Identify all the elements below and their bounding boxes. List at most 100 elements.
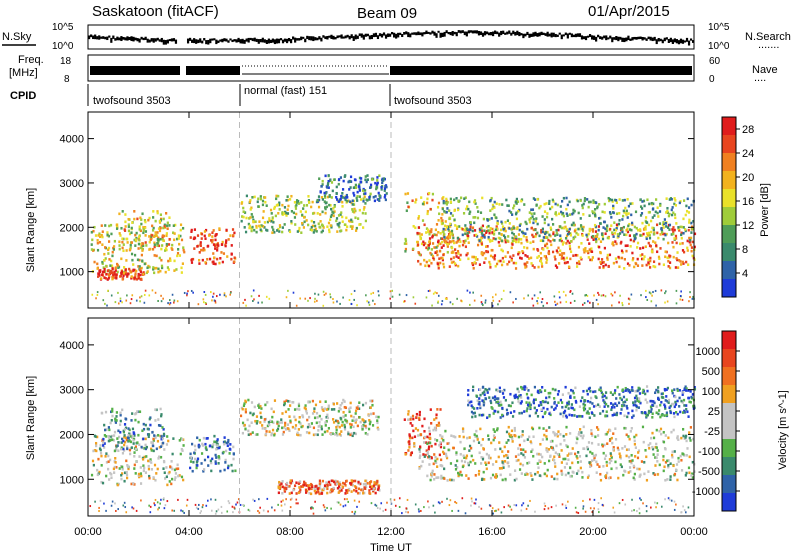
- scatter-cell: [651, 403, 654, 407]
- scatter-cell: [423, 258, 426, 262]
- scatter-cell: [493, 256, 496, 259]
- scatter-cell: [504, 240, 507, 244]
- scatter-cell: [569, 475, 572, 478]
- scatter-cell: [572, 211, 575, 215]
- scatter-cell: [587, 387, 591, 391]
- scatter-cell: [424, 264, 427, 268]
- scatter-cell: [358, 176, 362, 180]
- scatter-cell: [687, 389, 690, 392]
- scatter-cell: [566, 403, 569, 407]
- scatter-cell: [218, 446, 221, 450]
- scatter-cell: [594, 225, 598, 228]
- scatter-cell: [264, 196, 267, 199]
- scatter-cell: [289, 419, 292, 423]
- scatter-cell: [623, 414, 626, 418]
- scatter-cell: [391, 289, 394, 292]
- scatter-cell: [497, 240, 500, 244]
- scatter-cell: [680, 236, 683, 240]
- scatter-cell: [546, 236, 549, 239]
- scatter-cell: [372, 195, 375, 199]
- scatter-cell: [538, 474, 541, 477]
- scatter-cell: [476, 436, 479, 440]
- scatter-cell: [660, 400, 663, 404]
- scatter-cell: [109, 471, 112, 475]
- scatter-cell: [361, 425, 364, 428]
- noise-sample: [435, 33, 438, 38]
- scatter-cell: [644, 228, 647, 231]
- scatter-cell: [241, 215, 244, 218]
- scatter-cell: [641, 253, 644, 256]
- scatter-cell: [591, 211, 595, 215]
- scatter-cell: [435, 424, 439, 427]
- scatter-cell: [213, 434, 216, 438]
- scatter-cell: [285, 481, 289, 485]
- scatter-cell: [515, 197, 518, 201]
- scatter-cell: [610, 454, 613, 457]
- scatter-cell: [588, 461, 591, 464]
- scatter-cell: [486, 250, 489, 254]
- scatter-cell: [124, 220, 127, 224]
- scatter-cell: [285, 199, 288, 202]
- scatter-cell: [423, 429, 426, 433]
- scatter-cell: [568, 227, 571, 231]
- scatter-cell: [412, 429, 415, 433]
- noise-sample: [166, 39, 169, 44]
- noise-sample: [514, 31, 517, 36]
- scatter-cell: [335, 482, 338, 486]
- scatter-cell: [269, 419, 272, 423]
- scatter-cell: [376, 480, 379, 483]
- scatter-cell: [597, 291, 599, 294]
- scatter-cell: [134, 274, 137, 277]
- scatter-cell: [560, 401, 564, 404]
- scatter-cell: [621, 218, 624, 221]
- scatter-cell: [454, 435, 457, 439]
- scatter-cell: [328, 194, 331, 197]
- scatter-cell: [590, 441, 594, 445]
- scatter-cell: [356, 424, 359, 428]
- scatter-cell: [643, 255, 646, 258]
- scatter-cell: [112, 271, 115, 275]
- scatter-cell: [182, 226, 185, 230]
- scatter-cell: [545, 396, 548, 400]
- scatter-cell: [355, 226, 358, 230]
- scatter-cell: [481, 234, 485, 237]
- scatter-cell: [469, 210, 472, 214]
- noise-sample: [275, 38, 279, 44]
- scatter-cell: [93, 434, 96, 438]
- scatter-cell: [416, 240, 419, 244]
- scatter-cell: [614, 257, 618, 260]
- scatter-cell: [628, 388, 631, 392]
- scatter-cell: [110, 232, 113, 236]
- scatter-cell: [288, 198, 292, 201]
- scatter-cell: [500, 403, 503, 407]
- scatter-cell: [626, 244, 629, 247]
- scatter-cell: [315, 411, 319, 415]
- scatter-cell: [359, 198, 363, 201]
- scatter-cell: [290, 220, 293, 223]
- scatter-cell: [647, 231, 651, 235]
- scatter-cell: [129, 452, 132, 456]
- scatter-cell: [127, 439, 130, 443]
- scatter-cell: [155, 472, 158, 475]
- scatter-cell: [134, 412, 138, 415]
- scatter-cell: [591, 434, 594, 437]
- noise-sample: [92, 35, 95, 40]
- scatter-cell: [689, 236, 693, 240]
- scatter-cell: [639, 205, 643, 208]
- scatter-cell: [115, 273, 118, 277]
- scatter-cell: [126, 241, 129, 244]
- scatter-cell: [220, 251, 223, 254]
- scatter-cell: [621, 301, 624, 304]
- scatter-cell: [127, 467, 130, 471]
- scatter-cell: [116, 270, 119, 274]
- scatter-cell: [650, 201, 653, 205]
- scatter-cell: [428, 242, 432, 245]
- scatter-cell: [147, 435, 150, 439]
- scatter-cell: [288, 400, 291, 403]
- scatter-cell: [688, 400, 691, 404]
- noise-sample: [681, 39, 685, 44]
- scatter-cell: [261, 301, 263, 304]
- scatter-cell: [225, 295, 227, 298]
- noise-sample: [124, 37, 127, 41]
- scatter-cell: [493, 200, 496, 204]
